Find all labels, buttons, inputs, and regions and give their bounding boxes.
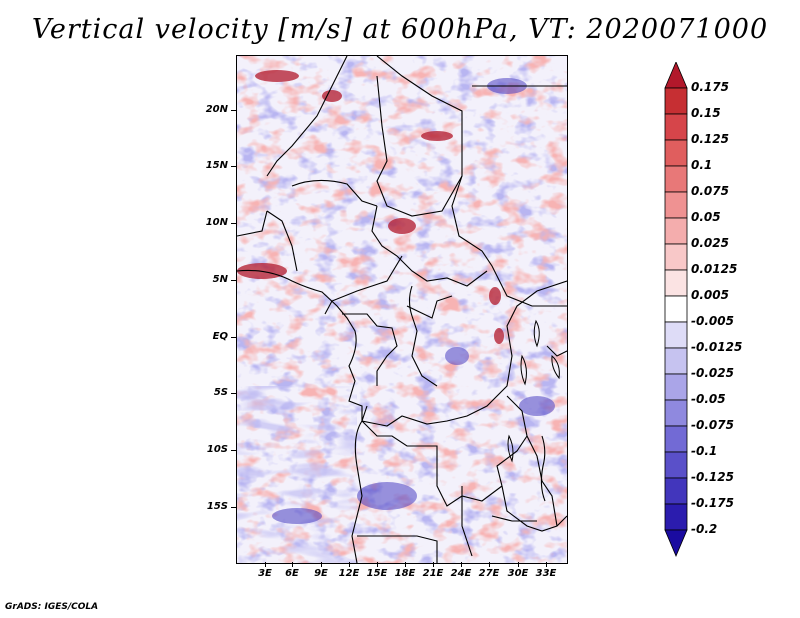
- chart-title: Vertical velocity [m/s] at 600hPa, VT: 2…: [31, 14, 769, 45]
- lon-tick-27e: [489, 562, 490, 567]
- colorbar-segment: [664, 243, 688, 271]
- colorbar-segment: [664, 62, 688, 89]
- colorbar-label-neg-01: -0.1: [691, 444, 718, 458]
- colorbar-label-0075: 0.075: [691, 184, 729, 198]
- lat-label-20n: 20N: [205, 104, 228, 115]
- lon-tick-30e: [518, 562, 519, 567]
- colorbar: 0.175 0.15 0.125 0.1 0.075 0.05 0.025 0.…: [664, 62, 794, 562]
- colorbar-label-015: 0.15: [691, 106, 721, 120]
- lon-tick-12e: [349, 562, 350, 567]
- lon-tick-33e: [546, 562, 547, 567]
- lat-tick-10n: [231, 223, 236, 224]
- colorbar-segment: [664, 191, 688, 219]
- lon-label-6e: 6E: [285, 568, 299, 579]
- colorbar-label-00125: 0.0125: [691, 262, 738, 276]
- colorbar-label-0125: 0.125: [691, 132, 729, 146]
- lat-label-eq: EQ: [212, 331, 228, 342]
- lon-label-3e: 3E: [258, 568, 272, 579]
- lon-tick-9e: [321, 562, 322, 567]
- lon-tick-6e: [292, 562, 293, 567]
- lat-tick-eq: [231, 337, 236, 338]
- lat-tick-5s: [231, 393, 236, 394]
- lon-label-30e: 30E: [507, 568, 529, 579]
- lat-tick-20n: [231, 110, 236, 111]
- colorbar-label-neg-00125: -0.0125: [691, 340, 743, 354]
- colorbar-segment: [664, 295, 688, 323]
- grads-credit: GrADS: IGES/COLA: [5, 602, 99, 612]
- colorbar-label-01: 0.1: [691, 158, 713, 172]
- colorbar-segment: [664, 373, 688, 401]
- lon-tick-21e: [433, 562, 434, 567]
- ocean-streaks: [237, 386, 357, 563]
- lon-tick-18e: [405, 562, 406, 567]
- colorbar-segment: [664, 529, 688, 558]
- colorbar-label-neg-0025: -0.025: [691, 366, 734, 380]
- lon-label-12e: 12E: [338, 568, 360, 579]
- map-field: [237, 56, 567, 563]
- lon-label-33e: 33E: [535, 568, 557, 579]
- colorbar-label-neg-02: -0.2: [691, 522, 718, 536]
- colorbar-label-neg-0075: -0.075: [691, 418, 734, 432]
- lat-tick-15n: [231, 166, 236, 167]
- colorbar-segment: [664, 347, 688, 375]
- lon-label-18e: 18E: [394, 568, 416, 579]
- colorbar-segment: [664, 165, 688, 193]
- colorbar-segment: [664, 139, 688, 167]
- lon-tick-3e: [265, 562, 266, 567]
- colorbar-label-0175: 0.175: [691, 80, 729, 94]
- lon-tick-24e: [461, 562, 462, 567]
- lat-label-15s: 15S: [206, 501, 228, 512]
- colorbar-label-neg-0005: -0.005: [691, 314, 734, 328]
- lon-label-15e: 15E: [366, 568, 388, 579]
- colorbar-label-0005: 0.005: [691, 288, 729, 302]
- strong-downdraft-cells: [272, 78, 555, 524]
- colorbar-segment: [664, 503, 688, 531]
- lat-label-5s: 5S: [213, 387, 228, 398]
- colorbar-segment: [664, 477, 688, 505]
- colorbar-segment: [664, 399, 688, 427]
- colorbar-segment: [664, 87, 688, 115]
- colorbar-segment: [664, 269, 688, 297]
- lat-tick-10s: [231, 450, 236, 451]
- colorbar-label-neg-0175: -0.175: [691, 496, 734, 510]
- colorbar-label-neg-005: -0.05: [691, 392, 726, 406]
- colorbar-segment: [664, 425, 688, 453]
- colorbar-segment: [664, 321, 688, 349]
- lat-tick-15s: [231, 507, 236, 508]
- lat-label-15n: 15N: [205, 160, 228, 171]
- colorbar-segment: [664, 113, 688, 141]
- lakes: [507, 319, 560, 463]
- lon-label-24e: 24E: [450, 568, 472, 579]
- lat-label-5n: 5N: [212, 274, 228, 285]
- lat-label-10n: 10N: [205, 217, 228, 228]
- colorbar-segment: [664, 217, 688, 245]
- colorbar-segment: [664, 451, 688, 479]
- lat-tick-5n: [231, 280, 236, 281]
- colorbar-label-0025: 0.025: [691, 236, 729, 250]
- map-plot-area: [236, 55, 568, 564]
- lon-tick-15e: [377, 562, 378, 567]
- lon-label-9e: 9E: [314, 568, 328, 579]
- colorbar-label-005: 0.05: [691, 210, 721, 224]
- lat-label-10s: 10S: [206, 444, 228, 455]
- colorbar-label-neg-0125: -0.125: [691, 470, 734, 484]
- colorbar-bar: [664, 62, 688, 558]
- lon-label-21e: 21E: [422, 568, 444, 579]
- lon-label-27e: 27E: [478, 568, 500, 579]
- country-borders: [237, 56, 567, 563]
